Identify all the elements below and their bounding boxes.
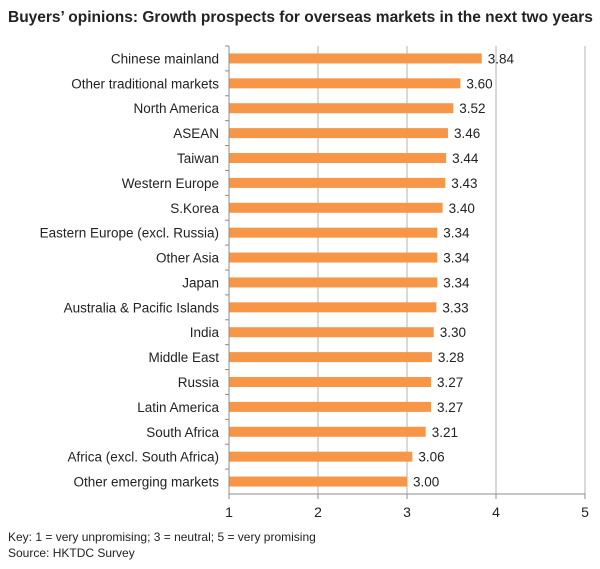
gridlines xyxy=(317,46,586,494)
x-tick-label: 2 xyxy=(314,504,322,520)
data-label: 3.52 xyxy=(459,101,485,116)
bar xyxy=(229,153,447,163)
category-label: Other traditional markets xyxy=(71,76,219,91)
category-label: Africa (excl. South Africa) xyxy=(67,450,219,465)
bar xyxy=(229,451,413,462)
category-label: South Africa xyxy=(146,425,219,440)
data-labels: 3.84 3.60 3.52 3.46 3.44 3.43 3.40 3.34 3.34 3.34… xyxy=(413,51,515,489)
category-label: North America xyxy=(133,101,219,116)
bar xyxy=(229,302,437,313)
source-note: Source: HKTDC Survey xyxy=(8,546,135,560)
data-label: 3.46 xyxy=(454,126,480,141)
data-label: 3.60 xyxy=(466,76,492,91)
bar xyxy=(229,327,434,338)
category-label: Russia xyxy=(178,375,220,390)
bar xyxy=(229,103,454,114)
x-tick-label: 1 xyxy=(225,504,233,520)
data-label: 3.33 xyxy=(442,300,468,315)
category-label: Eastern Europe (excl. Russia) xyxy=(40,226,219,241)
category-label: ASEAN xyxy=(173,126,219,141)
category-label: Other emerging markets xyxy=(73,475,219,490)
data-label: 3.27 xyxy=(437,400,463,415)
data-label: 3.84 xyxy=(488,51,515,66)
data-label: 3.43 xyxy=(451,176,477,191)
bars xyxy=(229,53,482,487)
bar xyxy=(229,177,446,188)
bar xyxy=(229,476,407,487)
category-label: Other Asia xyxy=(156,251,220,266)
x-tick-label: 5 xyxy=(581,504,589,520)
data-label: 3.44 xyxy=(452,151,479,166)
data-label: 3.00 xyxy=(413,475,439,490)
data-label: 3.34 xyxy=(443,226,470,241)
bar xyxy=(229,352,432,363)
bar xyxy=(229,128,448,139)
x-tick-label: 3 xyxy=(403,504,411,520)
category-label: Australia & Pacific Islands xyxy=(64,300,220,315)
x-tick-label: 4 xyxy=(492,504,500,520)
category-label: Taiwan xyxy=(177,151,219,166)
key-note: Key: 1 = very unpromising; 3 = neutral; … xyxy=(8,530,316,544)
bar xyxy=(229,277,438,288)
bar xyxy=(229,252,438,263)
x-tick-labels: 1 2 3 4 5 xyxy=(225,504,589,520)
category-label: Latin America xyxy=(137,400,219,415)
category-label: Middle East xyxy=(148,350,219,365)
category-label: India xyxy=(190,325,220,340)
bar xyxy=(229,377,432,387)
data-label: 3.28 xyxy=(438,350,464,365)
category-label: S.Korea xyxy=(170,201,219,216)
bar xyxy=(229,426,426,437)
data-label: 3.40 xyxy=(449,201,475,216)
bar xyxy=(229,53,482,64)
category-label: Western Europe xyxy=(122,176,219,191)
data-label: 3.27 xyxy=(437,375,463,390)
chart-title: Buyers’ opinions: Growth prospects for o… xyxy=(8,9,593,26)
bar xyxy=(229,78,461,89)
category-label: Japan xyxy=(182,275,219,290)
category-label: Chinese mainland xyxy=(111,51,219,66)
bar xyxy=(229,227,438,238)
data-label: 3.06 xyxy=(418,450,444,465)
bar xyxy=(229,401,432,412)
data-label: 3.30 xyxy=(440,325,466,340)
data-label: 3.34 xyxy=(443,251,470,266)
data-label: 3.34 xyxy=(443,275,470,290)
axes xyxy=(225,45,586,499)
data-label: 3.21 xyxy=(432,425,458,440)
category-labels: Chinese mainland Other traditional market… xyxy=(40,51,220,489)
bar xyxy=(229,202,443,213)
